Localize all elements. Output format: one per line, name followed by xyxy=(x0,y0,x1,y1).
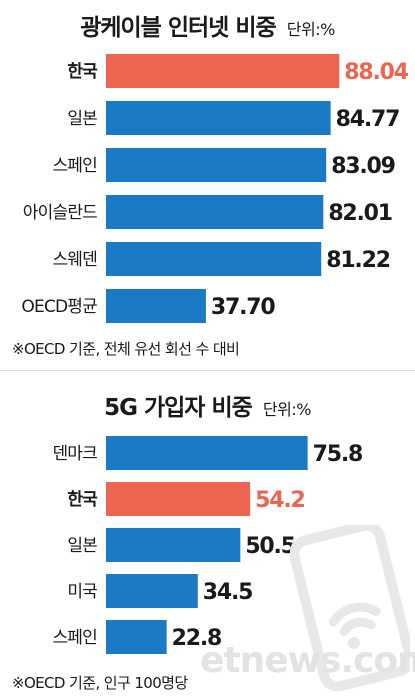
chart2-title-text: 5G 가입자 비중 xyxy=(104,395,253,421)
chart2-unit: 단위:% xyxy=(262,400,312,419)
chart2-bar xyxy=(106,620,167,654)
chart2-title: 5G 가입자 비중 단위:% xyxy=(0,388,415,422)
chart1-value-label: 83.09 xyxy=(331,154,395,179)
etnews-logo: etnews.com xyxy=(200,640,415,681)
chart1-category-label: 스페인 xyxy=(52,156,97,176)
chart2-category-label: 미국 xyxy=(67,582,97,602)
chart1-title-text: 광케이블 인터넷 비중 xyxy=(80,15,276,41)
chart1-unit: 단위:% xyxy=(286,20,336,39)
chart1-bar xyxy=(106,289,206,323)
fiveg-bar-chart: 덴마크 75.8 한국 54.2 일본 50.5 미국 34.5 스페인 22.8 xyxy=(52,436,363,654)
chart1-value-label: 88.04 xyxy=(344,60,408,85)
chart1-bar xyxy=(106,242,322,276)
chart1-bar xyxy=(106,148,327,182)
chart2-bar xyxy=(106,436,308,470)
chart1-value-label: 82.01 xyxy=(328,201,392,226)
chart1-value-label: 81.22 xyxy=(326,248,390,273)
chart1-category-label: 한국 xyxy=(67,62,98,82)
chart1-category-label: 스웨덴 xyxy=(52,250,97,270)
chart1-bar xyxy=(106,54,340,88)
chart2-value-label: 50.5 xyxy=(245,534,294,559)
chart1-bar xyxy=(106,195,324,229)
chart1-value-label: 84.77 xyxy=(336,107,400,132)
chart2-category-label: 스페인 xyxy=(52,628,97,648)
chart2-value-label: 54.2 xyxy=(255,488,304,513)
chart1-category-label: 일본 xyxy=(67,109,97,129)
phone-wifi-icon xyxy=(290,525,410,692)
chart2-value-label: 22.8 xyxy=(172,626,221,651)
chart2-note: ※OECD 기준, 인구 100명당 xyxy=(12,674,188,692)
chart1-category-label: 아이슬란드 xyxy=(23,203,97,223)
broadband-bar-chart: 한국 88.04 일본 84.77 스페인 83.09 아이슬란드 82.01 스웨덴 81.22… xyxy=(21,54,410,323)
chart1-note: ※OECD 기준, 전체 유선 회선 수 대비 xyxy=(12,340,240,358)
chart2-value-label: 34.5 xyxy=(203,580,252,605)
chart1-category-label: OECD평균 xyxy=(21,297,97,317)
chart2-bar xyxy=(106,574,198,608)
chart2-category-label: 덴마크 xyxy=(52,444,97,464)
chart2-category-label: 한국 xyxy=(67,490,98,510)
chart2-value-label: 75.8 xyxy=(313,442,362,467)
chart1-value-label: 37.70 xyxy=(211,295,275,320)
chart2-bar xyxy=(106,482,251,516)
section-divider xyxy=(0,370,415,371)
chart2-category-label: 일본 xyxy=(67,536,97,556)
chart1-bar xyxy=(106,101,331,135)
chart1-title: 광케이블 인터넷 비중 단위:% xyxy=(0,8,415,42)
chart2-bar xyxy=(106,528,241,562)
